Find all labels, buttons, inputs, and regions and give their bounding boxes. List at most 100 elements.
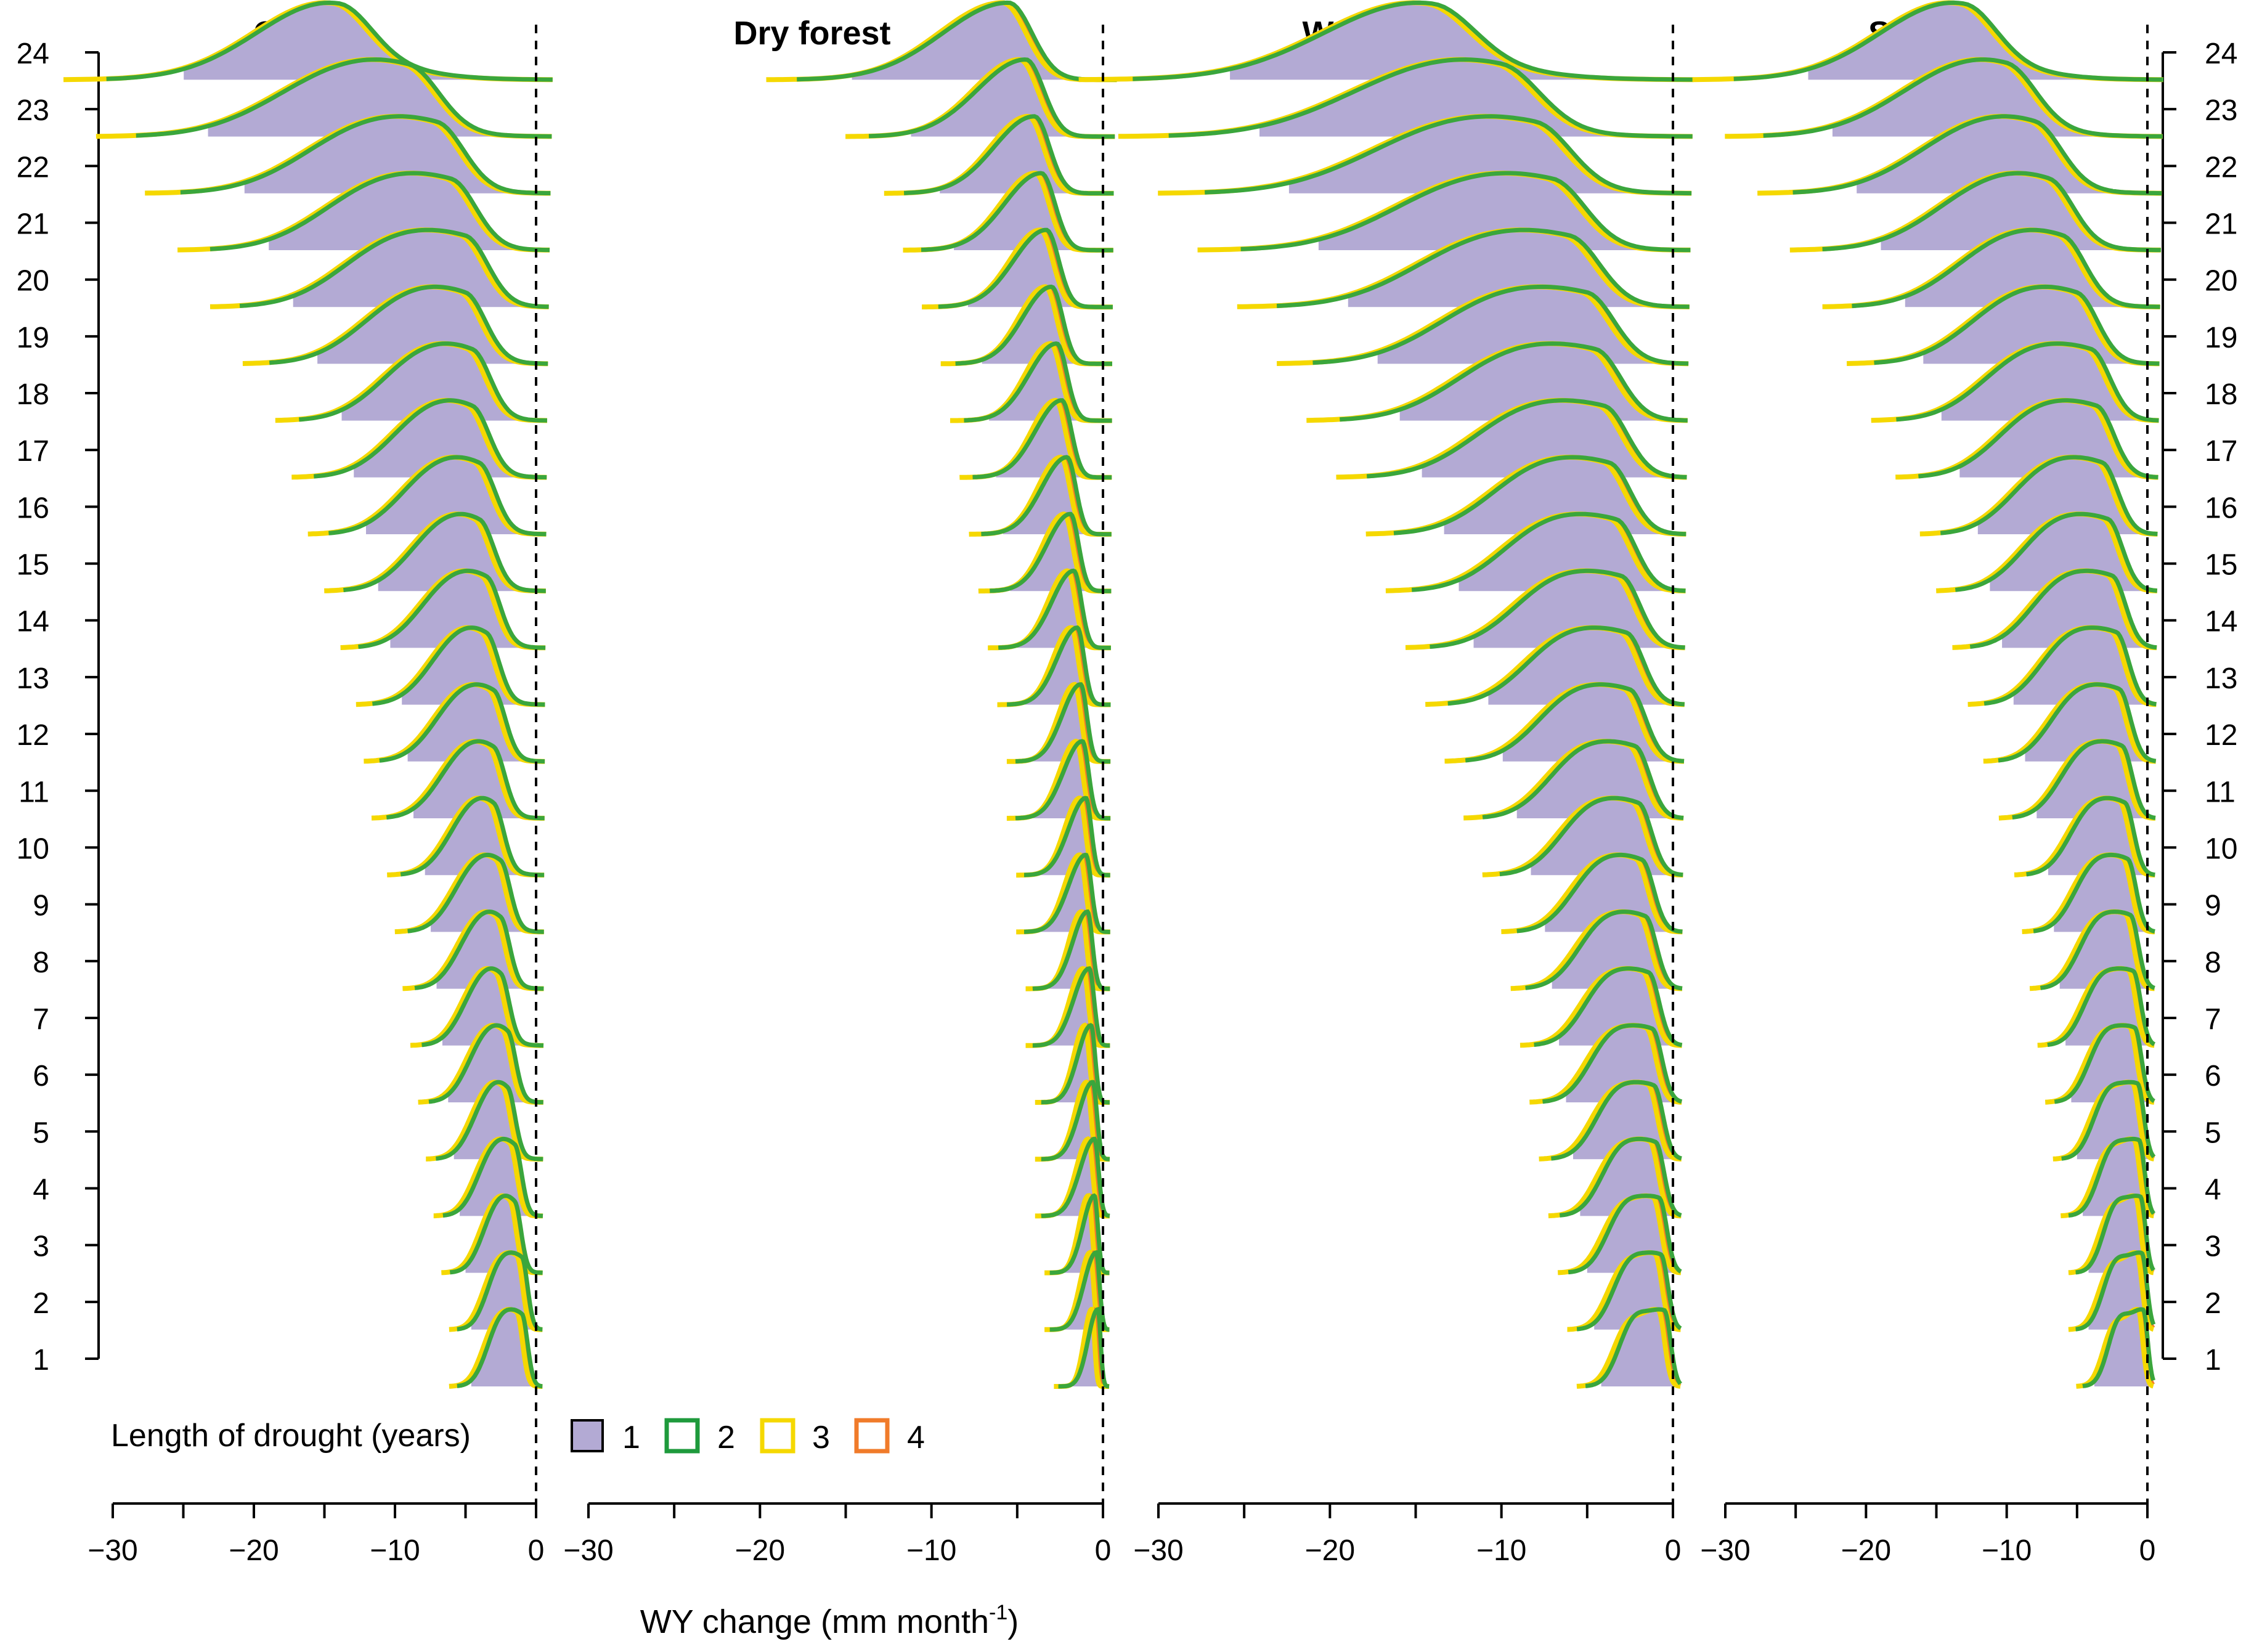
x-tick-label: −20 (1841, 1534, 1891, 1567)
ridge-fill-month-5 (454, 1082, 543, 1160)
ridge-fill-month-23 (1259, 59, 1693, 137)
x-tick-label: −10 (1476, 1534, 1526, 1567)
y-tick-label-right: 3 (2205, 1231, 2221, 1263)
ridge-fill-month-24 (1808, 2, 2163, 80)
ridge-fill-month-16 (1003, 457, 1112, 534)
ridge-fill-month-7 (442, 968, 543, 1046)
y-tick-label-right: 21 (2205, 208, 2237, 241)
y-tick-label-right: 9 (2205, 890, 2221, 922)
ridge-line-2-month-16 (328, 455, 547, 537)
ridge-line-2-month-16 (981, 455, 1112, 537)
y-tick-label-right: 17 (2205, 435, 2237, 468)
ridge-line-2-month-19 (269, 284, 548, 366)
y-tick-label-right: 2 (2205, 1287, 2221, 1320)
x-axis-1: −30 −20 −10 0 (563, 1502, 1112, 1567)
legend-title: Length of drought (years) (111, 1418, 471, 1454)
y-tick-label-left: 14 (17, 606, 49, 638)
ridge-line-2-month-15 (1411, 511, 1686, 593)
ridge-line-2-month-9 (407, 852, 544, 934)
ridge-line-2-month-9 (1516, 852, 1683, 934)
ridge-line-2-month-3 (2075, 1194, 2155, 1275)
ridge-fill-month-16 (1444, 457, 1686, 534)
legend-label-1: 1 (622, 1420, 640, 1455)
y-tick-label-left: 21 (17, 208, 49, 241)
ridge-line-2-month-17 (1918, 398, 2158, 479)
x-tick-label: −10 (906, 1534, 956, 1567)
ridge-fill-month-23 (208, 59, 552, 137)
ridge-line-2-month-14 (1430, 568, 1685, 650)
y-tick-label-left: 20 (17, 265, 49, 298)
x-tick-label: −20 (735, 1534, 785, 1567)
y-tick-label-right: 24 (2205, 38, 2237, 70)
ridge-fill-month-17 (1422, 400, 1687, 478)
ridge-line-2-month-10 (1499, 795, 1683, 877)
y-tick-label-right: 15 (2205, 549, 2237, 582)
y-tick-label-right: 20 (2205, 265, 2237, 298)
y-tick-label-left: 22 (17, 151, 49, 184)
ridge-line-2-month-17 (1366, 398, 1687, 479)
ridge-line-2-month-3 (449, 1194, 543, 1275)
x-tick-label: 0 (1095, 1534, 1112, 1567)
ridge-line-2-month-11 (386, 739, 545, 821)
ridge-fill-month-22 (1857, 116, 2162, 193)
y-tick-label-right: 8 (2205, 946, 2221, 979)
ridge-line-2-month-7 (421, 966, 544, 1048)
ridge-fill-month-1 (2094, 1309, 2154, 1386)
ridge-fill-month-15 (378, 514, 546, 592)
ridge-line-2-month-18 (964, 341, 1112, 423)
y-tick-label-right: 5 (2205, 1117, 2221, 1149)
y-tick-label-left: 17 (17, 435, 49, 468)
ridge-fill-month-20 (967, 230, 1113, 307)
y-tick-label-left: 3 (33, 1231, 49, 1263)
x-tick-label: −30 (87, 1534, 137, 1567)
ridge-line-2-month-4 (1041, 1136, 1110, 1218)
ridge-fill-month-17 (1959, 400, 2158, 478)
legend-label-2: 2 (717, 1420, 735, 1455)
ridge-line-2-month-9 (1024, 852, 1110, 934)
ridge-line-2-month-6 (428, 1023, 543, 1105)
panel-title-dry-forest: Dry forest (733, 15, 890, 52)
ridge-line-2-month-2 (2075, 1250, 2156, 1332)
y-tick-label-right: 12 (2205, 719, 2237, 752)
ridge-fill-month-10 (425, 798, 545, 876)
ridge-line-2-month-6 (2054, 1023, 2155, 1104)
ridge-fill-month-21 (954, 173, 1113, 250)
ridge-line-2-month-18 (1340, 341, 1688, 423)
legend-swatch-4 (854, 1418, 890, 1454)
y-tick-label-right: 22 (2205, 151, 2237, 184)
y-tick-label-left: 4 (33, 1173, 49, 1206)
ridge-line-2-month-5 (1041, 1080, 1110, 1162)
ridge-fill-month-24 (1230, 2, 1694, 80)
ridge-fill-month-16 (1977, 457, 2158, 534)
y-tick-label-left: 5 (33, 1117, 49, 1149)
y-tick-label-left: 8 (33, 946, 49, 979)
ridge-line-2-month-7 (1534, 966, 1683, 1048)
ridge-line-2-month-11 (1015, 739, 1111, 821)
ridge-line-2-month-4 (1559, 1136, 1682, 1218)
y-tick-label-right: 10 (2205, 832, 2237, 865)
ridge-line-2-month-11 (2012, 739, 2156, 820)
y-tick-label-left: 16 (17, 492, 49, 524)
ridge-line-2-month-10 (400, 795, 545, 877)
ridge-line-2-month-15 (990, 511, 1112, 593)
y-tick-label-right: 16 (2205, 492, 2237, 524)
ridge-fill-month-15 (1010, 514, 1112, 592)
y-tick-label-left: 9 (33, 890, 49, 922)
ridge-line-2-month-22 (1205, 114, 1692, 196)
y-tick-label-left: 7 (33, 1003, 49, 1036)
ridge-fill-month-15 (1459, 514, 1686, 592)
x-tick-label: −20 (229, 1534, 279, 1567)
y-tick-label-left: 19 (17, 322, 49, 354)
ridge-line-2-month-8 (414, 909, 544, 991)
ridge-line-2-month-24 (797, 0, 1117, 82)
ridge-line-2-month-8 (2040, 909, 2155, 990)
ridge-line-2-month-23 (1763, 57, 2163, 139)
ridge-line-2-month-7 (2047, 966, 2156, 1048)
ridge-line-2-month-13 (1983, 625, 2157, 707)
legend-label-3: 3 (812, 1420, 830, 1455)
ridge-line-2-month-1 (457, 1307, 543, 1389)
y-tick-label-left: 18 (17, 378, 49, 411)
ridge-line-2-month-20 (938, 227, 1113, 309)
